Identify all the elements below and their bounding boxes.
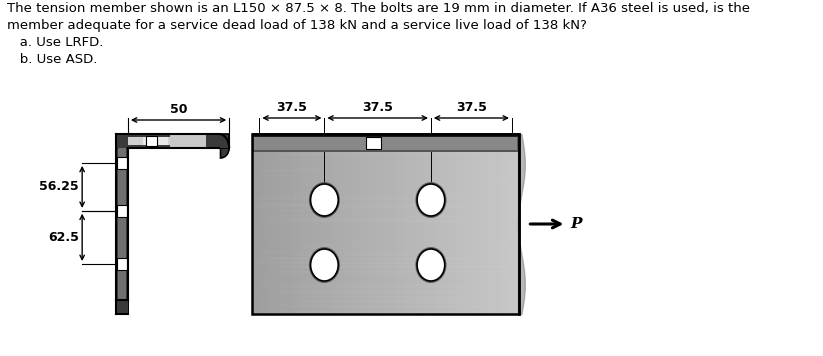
Bar: [253, 134, 518, 314]
Ellipse shape: [309, 247, 340, 283]
Bar: [170, 135, 206, 147]
Bar: [146, 136, 156, 146]
Text: 37.5: 37.5: [277, 101, 307, 114]
Bar: [143, 137, 169, 145]
Wedge shape: [116, 300, 128, 314]
Bar: [128, 137, 174, 145]
Ellipse shape: [417, 184, 444, 216]
Wedge shape: [221, 148, 229, 158]
Bar: [365, 137, 381, 149]
Ellipse shape: [310, 184, 338, 216]
Ellipse shape: [310, 249, 338, 281]
Text: 56.25: 56.25: [39, 180, 79, 193]
Text: 37.5: 37.5: [362, 101, 393, 114]
Bar: [253, 133, 518, 137]
Bar: [221, 147, 229, 148]
Ellipse shape: [416, 247, 447, 283]
Text: The tension member shown is an L150 × 87.5 × 8. The bolts are 19 mm in diameter.: The tension member shown is an L150 × 87…: [7, 2, 750, 66]
Bar: [253, 134, 518, 152]
Bar: [116, 300, 128, 314]
Text: 37.5: 37.5: [456, 101, 487, 114]
Bar: [117, 205, 127, 217]
Text: P: P: [570, 217, 582, 231]
Bar: [119, 137, 126, 300]
Text: 50: 50: [170, 103, 188, 116]
Bar: [117, 157, 127, 169]
Bar: [116, 134, 128, 148]
Bar: [117, 258, 127, 270]
Bar: [116, 134, 128, 314]
Ellipse shape: [417, 249, 444, 281]
Ellipse shape: [309, 182, 340, 218]
Bar: [254, 136, 517, 150]
Text: 62.5: 62.5: [48, 231, 79, 244]
Ellipse shape: [416, 182, 447, 218]
Bar: [116, 134, 229, 148]
